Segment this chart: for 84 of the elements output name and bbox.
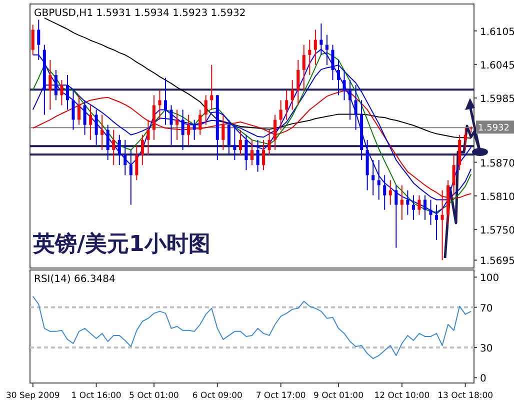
y-tick-label: 1.5695 bbox=[480, 256, 514, 268]
candlestick bbox=[418, 194, 421, 216]
candlestick bbox=[181, 109, 184, 150]
candlestick bbox=[118, 134, 121, 166]
candlestick bbox=[336, 59, 340, 96]
candlestick bbox=[78, 94, 81, 126]
candlestick bbox=[268, 129, 271, 156]
candlestick bbox=[227, 119, 230, 156]
candlestick bbox=[100, 114, 104, 150]
candlestick bbox=[192, 119, 196, 140]
candlestick bbox=[308, 39, 312, 76]
candlestick bbox=[60, 80, 64, 106]
candlestick bbox=[158, 90, 162, 120]
line-series bbox=[32, 296, 472, 360]
candlestick bbox=[296, 59, 300, 106]
candlestick bbox=[354, 84, 358, 130]
candlestick bbox=[348, 80, 352, 120]
y-tick-label: 1.5870 bbox=[480, 158, 514, 170]
y-tick-label: 1.5750 bbox=[480, 225, 514, 236]
candlestick bbox=[233, 124, 236, 161]
candlestick bbox=[342, 70, 346, 101]
candlestick bbox=[31, 24, 34, 56]
candlestick bbox=[250, 139, 254, 166]
y-tick-label: 1.6105 bbox=[480, 26, 514, 38]
candlestick bbox=[372, 160, 375, 196]
candlestick bbox=[170, 104, 173, 146]
candlestick bbox=[146, 119, 150, 156]
x-tick-label: 7 Oct 17:00 bbox=[256, 391, 306, 401]
candlestick bbox=[112, 129, 116, 166]
candlestick bbox=[164, 77, 168, 126]
candlestick bbox=[135, 144, 138, 181]
candlestick bbox=[89, 104, 92, 140]
candlestick bbox=[48, 59, 52, 110]
candlestick bbox=[314, 29, 317, 66]
text: 英镑/美元1小时图 bbox=[32, 231, 210, 257]
candlestick bbox=[285, 90, 288, 120]
candlestick bbox=[140, 134, 144, 166]
candlestick bbox=[452, 154, 456, 196]
y-tick-label: 30 bbox=[480, 344, 493, 355]
candlestick bbox=[94, 109, 98, 146]
x-tick-label: 13 Oct 18:00 bbox=[438, 391, 494, 401]
x-tick-label: 6 Oct 09:00 bbox=[192, 391, 242, 401]
candlestick bbox=[388, 180, 392, 206]
candlestick bbox=[290, 80, 294, 110]
candlestick bbox=[256, 139, 260, 172]
line-series bbox=[44, 17, 472, 139]
x-tick-label: 9 Oct 01:00 bbox=[313, 391, 364, 401]
candlestick bbox=[129, 149, 132, 206]
x-tick-label: 12 Oct 10:00 bbox=[374, 391, 430, 401]
chart-title: RSI(14) 66.3484 bbox=[34, 274, 116, 285]
candlestick bbox=[176, 109, 179, 140]
candlestick bbox=[464, 128, 467, 150]
y-tick-label: 1.5810 bbox=[480, 192, 514, 203]
candlestick bbox=[124, 139, 127, 176]
y-tick-label: 70 bbox=[480, 303, 493, 314]
candlestick bbox=[302, 44, 306, 91]
x-tick-label: 1 Oct 16:00 bbox=[71, 391, 122, 401]
x-tick-label: 30 Sep 2009 bbox=[6, 391, 60, 401]
candlestick bbox=[222, 114, 225, 150]
candlestick bbox=[400, 184, 404, 220]
y-tick-label: 1.5985 bbox=[480, 94, 514, 105]
candlestick bbox=[377, 160, 380, 200]
candlestick bbox=[244, 134, 248, 171]
candlestick bbox=[187, 114, 190, 146]
candlestick bbox=[274, 114, 277, 150]
candlestick bbox=[440, 190, 444, 261]
y-tick-label: 100 bbox=[480, 273, 500, 284]
candlestick bbox=[54, 70, 58, 101]
chart-title: GBPUSD,H1 1.5931 1.5934 1.5923 1.5932 bbox=[34, 8, 246, 19]
x-tick-label: 5 Oct 01:00 bbox=[128, 391, 179, 401]
y-tick-label: 0 bbox=[480, 374, 486, 385]
candlestick bbox=[83, 100, 86, 136]
candlestick bbox=[72, 90, 75, 130]
candlestick bbox=[210, 64, 214, 110]
candlestick bbox=[383, 174, 386, 210]
ref-line-label: 1.5932 bbox=[478, 124, 510, 134]
candlestick bbox=[66, 74, 69, 110]
candlestick bbox=[204, 94, 208, 126]
candlestick bbox=[106, 124, 110, 161]
candlestick bbox=[238, 129, 242, 156]
candlestick bbox=[279, 100, 282, 130]
candlestick bbox=[262, 139, 266, 171]
candlestick bbox=[198, 109, 202, 136]
y-tick-label: 1.6045 bbox=[480, 60, 514, 72]
